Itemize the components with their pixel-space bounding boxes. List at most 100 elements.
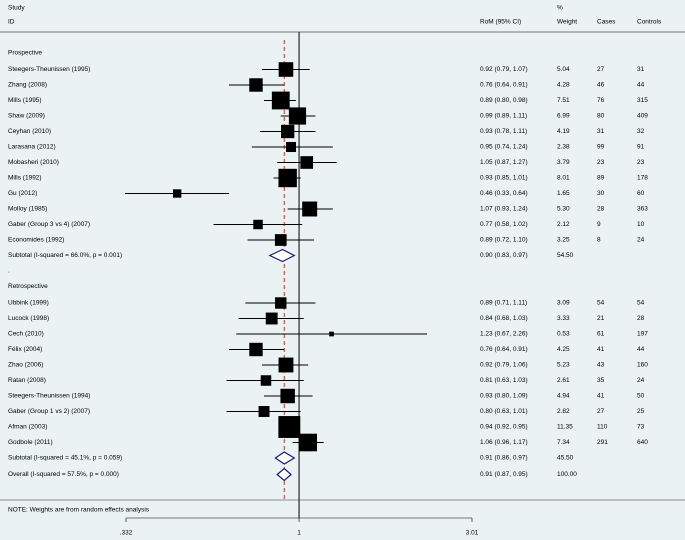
- ci-label: 1.23 (0.67, 2.26): [480, 331, 528, 338]
- study-name: Ratan (2008): [8, 377, 46, 384]
- weight-label: 4.94: [557, 393, 570, 400]
- controls: 315: [637, 97, 648, 104]
- weight-label: 3.79: [557, 159, 570, 166]
- cases: 9: [597, 221, 601, 228]
- weight-label: 2.82: [557, 408, 570, 415]
- x-tick-label: .332: [120, 530, 133, 537]
- study-box: [260, 375, 272, 386]
- header-cases: Cases: [597, 19, 616, 26]
- weight-label: 5.23: [557, 362, 570, 369]
- controls: 409: [637, 113, 648, 120]
- study-box: [278, 168, 297, 188]
- controls: 28: [637, 315, 645, 322]
- weight-label: 8.01: [557, 175, 570, 182]
- ci-label: 0.99 (0.89, 1.11): [480, 113, 527, 120]
- cases: 99: [597, 144, 605, 151]
- controls: 50: [637, 393, 645, 400]
- study-box: [275, 297, 287, 309]
- study-name: Economides (1992): [8, 237, 64, 244]
- weight-label: 4.28: [557, 82, 570, 89]
- controls: 54: [637, 300, 645, 307]
- cases: 291: [597, 439, 608, 446]
- study-name: Mills (1992): [8, 175, 42, 182]
- pooled-diamond: [268, 248, 296, 263]
- ci-label: 1.07 (0.93, 1.24): [480, 206, 528, 213]
- ci-label: 0.93 (0.85, 1.01): [480, 175, 528, 182]
- note: NOTE: Weights are from random effects an…: [8, 507, 150, 514]
- ci-label: 0.92 (0.79, 1.07): [480, 66, 528, 73]
- study-box: [249, 78, 263, 92]
- study-name: Gaber (Group 3 vs 4) (2007): [8, 221, 90, 228]
- controls: 25: [637, 408, 645, 415]
- cases: 8: [597, 237, 601, 244]
- study-name: Steegers-Theunissen (1994): [8, 393, 90, 400]
- cases: 89: [597, 175, 605, 182]
- study-box: [281, 124, 295, 139]
- study-name: Mobasheri (2010): [8, 159, 59, 166]
- weight-label: 7.51: [557, 97, 570, 104]
- weight-label: 4.19: [557, 128, 570, 135]
- ci-label: 0.92 (0.79, 1.06): [480, 362, 528, 369]
- header-weight: Weight: [557, 19, 577, 26]
- study-name: Cech (2010): [8, 331, 44, 338]
- study-name: Afman (2003): [8, 424, 47, 431]
- ci-label: 0.93 (0.80, 1.09): [480, 393, 528, 400]
- ci-label: 0.89 (0.72, 1.10): [480, 237, 528, 244]
- cases: 41: [597, 346, 605, 353]
- study-name: Ubbink (1999): [8, 300, 49, 307]
- controls: 178: [637, 175, 648, 182]
- ci-label: 0.89 (0.71, 1.11): [480, 300, 527, 307]
- weight-label: 3.25: [557, 237, 570, 244]
- cases: 43: [597, 362, 605, 369]
- study-name: Ceyhan (2010): [8, 128, 51, 135]
- ci-label: 0.95 (0.74, 1.24): [480, 144, 528, 151]
- ci-label: 0.84 (0.68, 1.03): [480, 315, 528, 322]
- x-tick-label: 3.01: [466, 530, 479, 537]
- study-box: [300, 156, 314, 169]
- separator: .: [8, 268, 10, 275]
- cases: 27: [597, 66, 605, 73]
- weight-label: 3.09: [557, 300, 570, 307]
- weight-label: 5.30: [557, 206, 570, 213]
- cases: 76: [597, 97, 605, 104]
- study-name: Lucock (1998): [8, 315, 49, 322]
- controls: 23: [637, 159, 645, 166]
- controls: 60: [637, 190, 645, 197]
- weight-label: 1.65: [557, 190, 570, 197]
- controls: 160: [637, 362, 648, 369]
- header-study: Study: [8, 5, 25, 12]
- controls: 91: [637, 144, 645, 151]
- study-box: [258, 406, 270, 417]
- study-box: [271, 91, 290, 110]
- header-controls: Controls: [637, 19, 662, 26]
- weight-label: 7.34: [557, 439, 570, 446]
- ci-label: 0.90 (0.83, 0.97): [480, 252, 528, 259]
- cases: 28: [597, 206, 605, 213]
- study-name: Gaber (Group 1 vs 2) (2007): [8, 408, 90, 415]
- study-box: [329, 331, 334, 337]
- study-box: [173, 189, 182, 198]
- ci-label: 1.05 (0.87, 1.27): [480, 159, 528, 166]
- study-name: Larasana (2012): [8, 144, 56, 151]
- controls: 10: [637, 221, 645, 228]
- cases: 54: [597, 300, 605, 307]
- study-name: Molloy (1985): [8, 206, 47, 213]
- study-box: [288, 107, 307, 125]
- cases: 41: [597, 393, 605, 400]
- study-box: [265, 312, 278, 325]
- cases: 30: [597, 190, 605, 197]
- cases: 21: [597, 315, 605, 322]
- controls: 24: [637, 377, 645, 384]
- weight-label: 3.33: [557, 315, 570, 322]
- study-name: Gu (2012): [8, 190, 37, 197]
- ci-label: 0.81 (0.63, 1.03): [480, 377, 528, 384]
- cases: 31: [597, 128, 605, 135]
- x-tick-label: 1: [297, 530, 301, 537]
- controls: 24: [637, 237, 645, 244]
- ci-label: 0.94 (0.92, 0.95): [480, 424, 528, 431]
- pooled-diamond: [276, 467, 292, 482]
- study-name: Zhao (2006): [8, 362, 43, 369]
- study-name: Subtotal (I-squared = 66.0%, p = 0.001): [8, 252, 122, 259]
- study-box: [285, 141, 297, 153]
